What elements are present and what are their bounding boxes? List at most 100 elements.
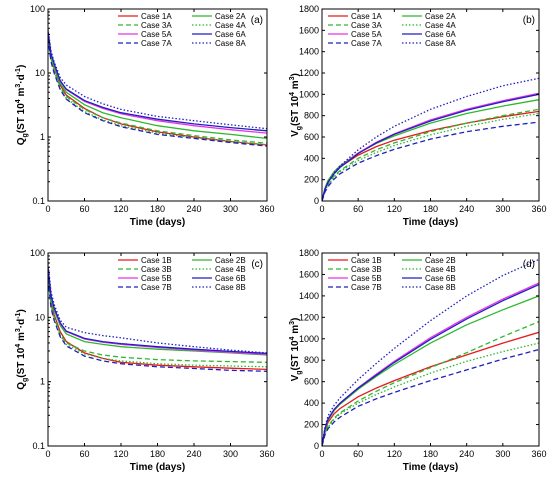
series-line-case-1b	[48, 272, 267, 371]
legend-label: Case 1A	[141, 12, 172, 21]
legend-label: Case 7B	[351, 283, 382, 292]
x-tick-label: 180	[423, 449, 438, 459]
legend-label: Case 3B	[141, 265, 172, 274]
y-axis-title-text: Qg(ST 104 m3·d-1)	[15, 309, 29, 390]
legend-label: Case 5A	[141, 30, 172, 39]
x-axis-title: Time (days)	[403, 217, 458, 228]
legend-item: Case 6A	[192, 30, 246, 39]
y-tick-label: 1600	[299, 25, 319, 35]
legend-label: Case 6B	[425, 274, 456, 283]
panel-4: 0 60 120 180 240 300 360 0 200 400 600 800 1000 1200 1…	[289, 248, 547, 473]
x-tick-label: 360	[531, 449, 546, 459]
y-axis-title: Vg(ST 104 m3)	[289, 318, 303, 382]
y-tick-label: 1400	[299, 47, 319, 57]
legend-item: Case 3A	[118, 21, 172, 30]
series-line-case-6a	[322, 93, 539, 201]
legend-label: Case 4A	[215, 21, 246, 30]
y-title-superscript: 4	[15, 344, 22, 348]
series-line-case-3b	[48, 275, 267, 363]
legend-label: Case 4B	[425, 265, 456, 274]
legend-label: Case 7B	[141, 283, 172, 292]
legend-item: Case 5A	[328, 30, 382, 39]
legend-label: Case 1A	[351, 12, 382, 21]
y-tick-label: 600	[304, 132, 319, 142]
series-line-case-8b	[48, 262, 267, 354]
y-axis-title-text: Qg(ST 104 m3·d-1)	[15, 65, 29, 146]
x-tick-label: 0	[45, 449, 50, 459]
y-tick-label: 1400	[299, 291, 319, 301]
series-line-case-2b	[322, 295, 539, 446]
legend-label: Case 4A	[425, 21, 456, 30]
y-tick-label: 0.1	[32, 441, 45, 451]
legend-label: Case 6A	[215, 30, 246, 39]
y-axis-title-text: Vg(ST 104 m3)	[289, 318, 303, 382]
x-ticks: 0 60 120 180 240 300 360	[45, 9, 275, 214]
x-tick-label: 0	[45, 204, 50, 214]
y-title-part: )	[290, 73, 301, 76]
y-title-part: m	[16, 332, 27, 344]
x-tick-label: 240	[186, 449, 201, 459]
legend-item: Case 8A	[192, 39, 246, 48]
series-line-case-7b	[322, 348, 539, 446]
y-title-subscript: g	[22, 133, 29, 137]
y-title-superscript: 3	[15, 84, 22, 88]
y-tick-label: 10	[35, 68, 45, 78]
panel-label: (a)	[251, 15, 263, 26]
legend-item: Case 3A	[328, 21, 382, 30]
legend-label: Case 1B	[351, 256, 382, 265]
y-tick-label: 200	[304, 420, 319, 430]
x-tick-label: 300	[495, 449, 510, 459]
x-tick-label: 240	[186, 204, 201, 214]
legend-label: Case 5A	[351, 30, 382, 39]
x-tick-label: 180	[150, 204, 165, 214]
y-title-superscript: 3	[289, 321, 296, 325]
y-ticks: 0 200 400 600 800 1000 1200 1400 1600 1800	[299, 248, 539, 451]
x-tick-label: 120	[113, 204, 128, 214]
x-tick-label: 360	[259, 449, 274, 459]
legend-item: Case 7A	[328, 39, 382, 48]
y-tick-label: 1000	[299, 89, 319, 99]
panel-3: 0 60 120 180 240 300 360 0.1 1 10 100 Time (days) Qg…	[15, 248, 275, 473]
series-line-case-6b	[322, 284, 539, 446]
y-title-part: (ST 10	[16, 103, 27, 133]
legend-item: Case 4B	[192, 265, 246, 274]
legend-label: Case 7A	[351, 39, 382, 48]
x-tick-label: 120	[387, 204, 402, 214]
legend-label: Case 6B	[215, 274, 246, 283]
legend-item: Case 5B	[328, 274, 382, 283]
x-tick-label: 60	[353, 204, 363, 214]
series-line-case-3a	[48, 35, 267, 144]
x-tick-label: 240	[459, 449, 474, 459]
series-line-case-5b	[322, 282, 539, 446]
series-line-case-2a	[48, 33, 267, 140]
y-title-part: ·d	[16, 74, 27, 83]
y-tick-label: 400	[304, 153, 319, 163]
x-tick-label: 300	[223, 449, 238, 459]
y-tick-label: 0.1	[32, 196, 45, 206]
y-tick-label: 1	[40, 377, 45, 387]
legend-label: Case 8B	[215, 283, 246, 292]
legend-label: Case 2B	[425, 256, 456, 265]
y-tick-label: 10	[35, 312, 45, 322]
y-tick-label: 1600	[299, 269, 319, 279]
y-title-superscript: 4	[289, 336, 296, 340]
x-ticks: 0 60 120 180 240 300 360	[319, 253, 547, 459]
y-tick-label: 600	[304, 377, 319, 387]
y-title-symbol: Q	[16, 137, 27, 145]
y-tick-label: 1	[40, 132, 45, 142]
legend-label: Case 8A	[215, 39, 246, 48]
x-tick-label: 180	[150, 449, 165, 459]
y-tick-label: 200	[304, 175, 319, 185]
y-title-part: ·d	[16, 319, 27, 328]
y-tick-label: 1000	[299, 334, 319, 344]
y-axis-title: Qg(ST 104 m3·d-1)	[15, 65, 29, 146]
x-tick-label: 120	[113, 449, 128, 459]
series-line-case-1b	[322, 331, 539, 446]
y-title-subscript: g	[296, 126, 303, 130]
legend-label: Case 8B	[425, 283, 456, 292]
y-tick-label: 800	[304, 111, 319, 121]
series-group	[322, 77, 539, 201]
y-ticks: 0.1 1 10 100	[30, 4, 267, 206]
